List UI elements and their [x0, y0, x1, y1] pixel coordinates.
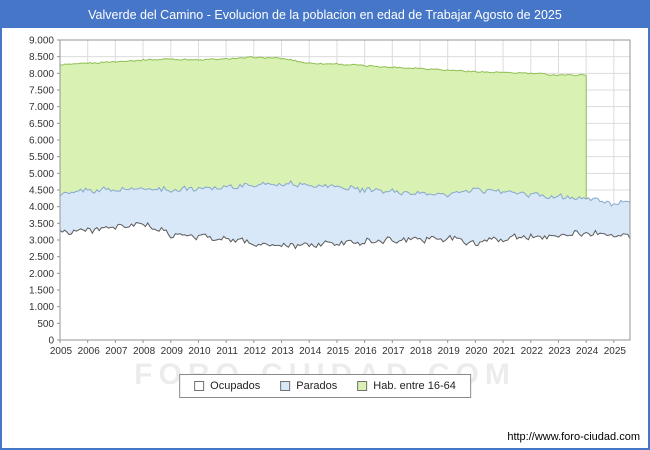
svg-text:2009: 2009	[161, 346, 184, 357]
svg-text:2022: 2022	[521, 346, 544, 357]
svg-text:2021: 2021	[493, 346, 516, 357]
legend-item-parados: Parados	[280, 380, 337, 392]
svg-text:2016: 2016	[354, 346, 377, 357]
svg-text:2020: 2020	[465, 346, 488, 357]
svg-text:4.500: 4.500	[29, 186, 54, 197]
chart-area: 0 500 1.000 1.500 2.000 2.500 3.000 3.500 4.000 4…	[2, 28, 648, 362]
svg-text:2017: 2017	[382, 346, 405, 357]
svg-text:2.500: 2.500	[29, 252, 54, 263]
svg-text:2005: 2005	[50, 346, 73, 357]
svg-text:0: 0	[48, 336, 54, 347]
svg-text:3.500: 3.500	[29, 219, 54, 230]
hab-16-64-swatch-icon	[357, 381, 368, 391]
svg-text:2018: 2018	[410, 346, 433, 357]
svg-text:2014: 2014	[299, 346, 322, 357]
svg-text:5.000: 5.000	[29, 169, 54, 180]
svg-text:8.000: 8.000	[29, 69, 54, 80]
svg-text:2015: 2015	[327, 346, 350, 357]
svg-text:2024: 2024	[576, 346, 599, 357]
chart-legend: Ocupados Parados Hab. entre 16-64	[179, 374, 471, 398]
svg-text:4.000: 4.000	[29, 202, 54, 213]
svg-text:2007: 2007	[105, 346, 128, 357]
legend-item-hab-16-64: Hab. entre 16-64	[357, 380, 456, 392]
legend-item-ocupados: Ocupados	[194, 380, 260, 392]
svg-text:2019: 2019	[438, 346, 461, 357]
svg-text:2010: 2010	[188, 346, 211, 357]
svg-text:2.000: 2.000	[29, 269, 54, 280]
svg-text:2023: 2023	[548, 346, 571, 357]
legend-label-ocupados: Ocupados	[210, 380, 261, 392]
population-area-chart: 0 500 1.000 1.500 2.000 2.500 3.000 3.500 4.000 4…	[29, 36, 631, 357]
svg-text:2013: 2013	[271, 346, 294, 357]
legend-label-parados: Parados	[296, 380, 338, 392]
svg-text:2006: 2006	[78, 346, 101, 357]
svg-text:2008: 2008	[133, 346, 156, 357]
ocupados-swatch-icon	[194, 381, 205, 391]
parados-swatch-icon	[280, 381, 291, 391]
svg-text:2011: 2011	[216, 346, 238, 357]
svg-text:500: 500	[37, 319, 54, 330]
svg-text:7.500: 7.500	[29, 86, 54, 97]
svg-text:1.500: 1.500	[29, 286, 54, 297]
svg-text:1.000: 1.000	[29, 302, 54, 313]
chart-title-bar: Valverde del Camino - Evolucion de la po…	[2, 2, 648, 28]
svg-text:9.000: 9.000	[29, 36, 54, 47]
svg-text:7.000: 7.000	[29, 102, 54, 113]
foro-ciudad-link[interactable]: http://www.foro-ciudad.com	[507, 431, 640, 443]
svg-text:3.000: 3.000	[29, 236, 54, 247]
svg-text:2012: 2012	[244, 346, 267, 357]
svg-text:6.500: 6.500	[29, 119, 54, 130]
svg-text:6.000: 6.000	[29, 136, 54, 147]
svg-text:5.500: 5.500	[29, 152, 54, 163]
svg-text:8.500: 8.500	[29, 52, 54, 63]
legend-label-hab-16-64: Hab. entre 16-64	[373, 380, 456, 392]
svg-text:2025: 2025	[604, 346, 627, 357]
